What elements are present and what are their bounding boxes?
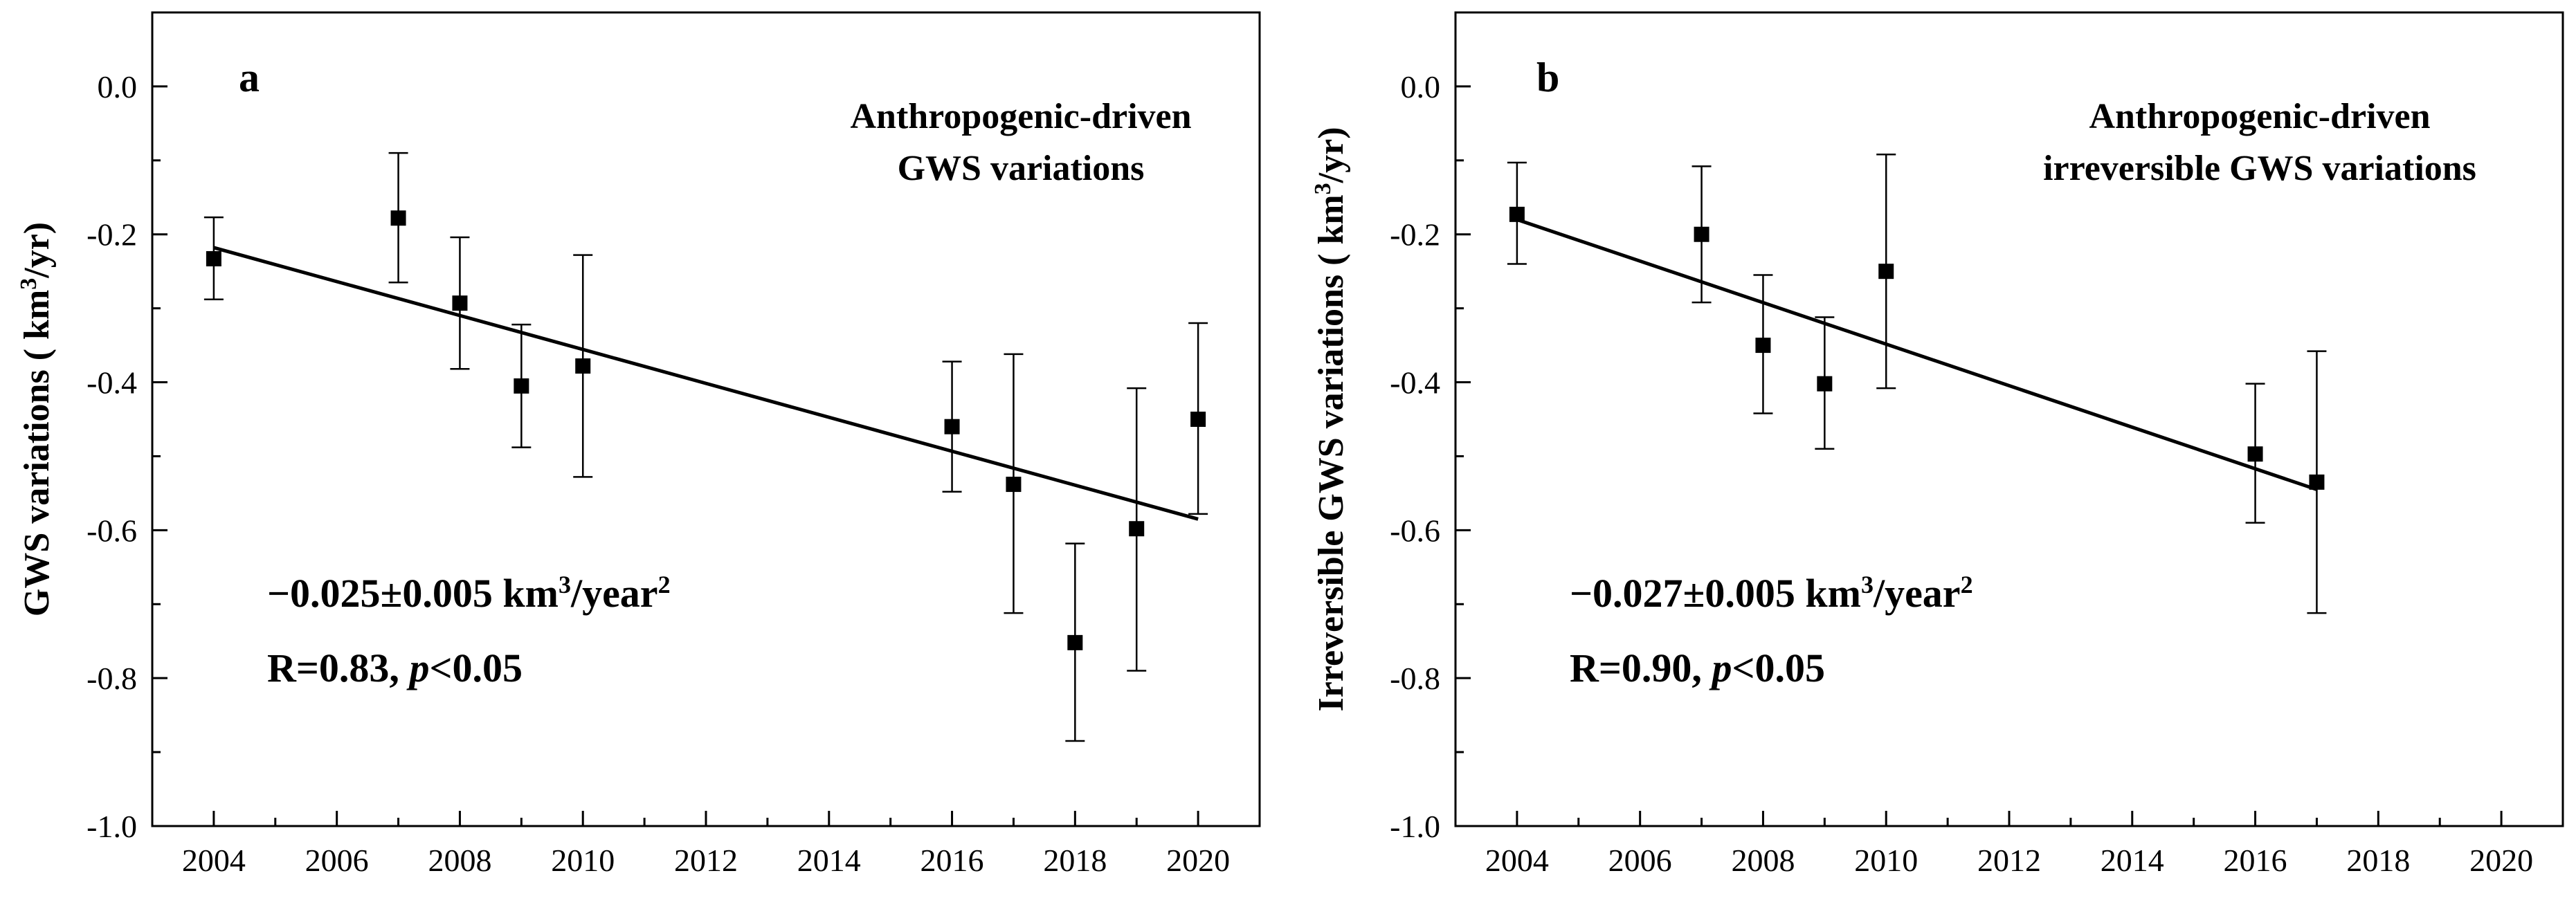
panel-a-data-point xyxy=(514,378,529,394)
panel-b-xtick-label: 2020 xyxy=(2469,843,2533,878)
panel-a-points xyxy=(203,152,1208,742)
panel-a-xtick-label: 2010 xyxy=(551,843,615,878)
panel-b-xtick-label: 2018 xyxy=(2346,843,2410,878)
panel-a-slope-sup1: 3 xyxy=(559,571,571,598)
panel-a-fit xyxy=(213,246,1199,521)
panel-a-slope-mid: /year xyxy=(570,571,658,616)
panel-b-data-point xyxy=(1817,376,1833,392)
panel-a-letter: a xyxy=(239,55,260,100)
panel-b-annotation-line-2: irreversible GWS variations xyxy=(2043,149,2476,188)
panel-b-data-point xyxy=(2247,446,2263,462)
panel-a-r-value: R=0.83, xyxy=(267,645,409,690)
panel-b-ticks: 2004 2006 2008 2010 2012 2014 2016 2018 2020 0.0 -… xyxy=(1390,11,2564,878)
panel-a-xtick-label: 2004 xyxy=(182,843,246,878)
panel-b-ylabel: Irreversible GWS variations ( km3/yr) xyxy=(1310,127,1352,711)
panel-a-xtick-label: 2018 xyxy=(1043,843,1107,878)
panel-b-data-point xyxy=(1509,206,1525,222)
panel-a-ylabel-suffix: /yr) xyxy=(17,222,57,279)
panel-b-slope-sup2: 2 xyxy=(1961,571,1973,598)
panel-a-p-value: <0.05 xyxy=(429,645,523,690)
panel-a-xtick-label: 2012 xyxy=(674,843,738,878)
panel-a-ylabel-prefix: GWS variations ( km xyxy=(17,290,57,616)
panel-b-ytick-label: 0.0 xyxy=(1401,69,1441,104)
panel-a-annotation-line-1: Anthropogenic-driven xyxy=(850,97,1191,136)
panel-a-fit-line xyxy=(213,246,1199,521)
panel-a-data-point xyxy=(1129,521,1145,537)
panel-b-ytick-label: -0.8 xyxy=(1390,661,1440,696)
panel-b-r-text: R=0.90, p<0.05 xyxy=(1570,645,1825,690)
panel-b-p-letter: p xyxy=(1708,645,1732,690)
panel-b-slope-value: −0.027±0.005 km xyxy=(1570,571,1861,616)
panel-b-letter: b xyxy=(1536,55,1559,100)
panel-a-slope-sup2: 2 xyxy=(658,571,671,598)
panel-b-ytick-label: -0.6 xyxy=(1390,513,1440,548)
panel-b-annotation-line-1: Anthropogenic-driven xyxy=(2089,97,2430,136)
panel-a-data-point xyxy=(1067,634,1083,650)
panel-b-p-value: <0.05 xyxy=(1732,645,1825,690)
panel-a-data-point xyxy=(390,210,406,226)
panel-b-ytick-label: -1.0 xyxy=(1390,809,1440,844)
panel-a-ylabel-sup: 3 xyxy=(16,278,42,290)
panel-b-ylabel-sup: 3 xyxy=(1310,183,1336,194)
panel-a-xtick-label: 2020 xyxy=(1166,843,1230,878)
panel-b-fit-line xyxy=(1516,217,2318,491)
panel-b-xtick-label: 2004 xyxy=(1485,843,1549,878)
panel-b-points xyxy=(1507,154,2327,614)
panel-a-p-letter: p xyxy=(406,645,429,690)
panel-a-ytick-label: 0.0 xyxy=(98,69,138,104)
panel-a-data-point xyxy=(575,358,591,374)
panel-a-data-point xyxy=(944,419,960,434)
panel-a-data-point xyxy=(452,295,468,311)
panel-a-ylabel: GWS variations ( km3/yr) xyxy=(16,222,57,616)
panel-b-xtick-label: 2016 xyxy=(2224,843,2287,878)
panel-a-data-point xyxy=(206,251,221,267)
panel-a-ytick-label: -1.0 xyxy=(87,809,137,844)
panel-a-xtick-label: 2016 xyxy=(920,843,984,878)
panel-a-ytick-label: -0.2 xyxy=(87,217,137,253)
panel-a-ytick-label: -0.6 xyxy=(87,513,137,548)
panel-a-ytick-label: -0.8 xyxy=(87,661,137,696)
panel-b-data-point xyxy=(1694,226,1709,242)
panel-b-data-point xyxy=(1755,338,1771,354)
panel-a-annotation-line-2: GWS variations xyxy=(898,149,1145,188)
panel-a-r-text: R=0.83, p<0.05 xyxy=(267,645,523,690)
panel-b-xtick-label: 2014 xyxy=(2101,843,2164,878)
panel-b-slope-text: −0.027±0.005 km3/year2 xyxy=(1570,571,1973,616)
panel-b-xtick-label: 2008 xyxy=(1731,843,1795,878)
panel-b-ytick-label: -0.2 xyxy=(1390,217,1440,253)
panel-b-ytick-label: -0.4 xyxy=(1390,365,1440,401)
panel-a-data-point xyxy=(1190,412,1206,427)
panel-b: 2004 2006 2008 2010 2012 2014 2016 2018 2020 0.0 -… xyxy=(1310,11,2564,878)
panel-a-slope-value: −0.025±0.005 km xyxy=(267,571,559,616)
panel-a-slope-text: −0.025±0.005 km3/year2 xyxy=(267,571,671,616)
panel-b-data-point xyxy=(1878,264,1894,280)
panel-b-slope-sup1: 3 xyxy=(1861,571,1874,598)
panel-a-xtick-label: 2014 xyxy=(797,843,861,878)
panel-a-ytick-label: -0.4 xyxy=(87,365,137,401)
panel-b-xtick-label: 2010 xyxy=(1854,843,1918,878)
panel-b-slope-mid: /year xyxy=(1873,571,1961,616)
panel-b-r-value: R=0.90, xyxy=(1570,645,1712,690)
panel-b-fit xyxy=(1516,217,2318,491)
panel-a-ticks: 2004 2006 2008 2010 2012 2014 2016 2018 2020 0.0 -… xyxy=(87,11,1261,878)
panel-a-xtick-label: 2006 xyxy=(305,843,369,878)
panel-a-data-point xyxy=(1006,477,1022,493)
panel-b-ylabel-suffix: /yr) xyxy=(1312,127,1351,183)
panel-b-data-point xyxy=(2309,474,2325,490)
panel-b-xtick-label: 2006 xyxy=(1608,843,1672,878)
panel-b-ylabel-prefix: Irreversible GWS variations ( km xyxy=(1312,194,1351,711)
panel-a-xtick-label: 2008 xyxy=(428,843,491,878)
panel-b-xtick-label: 2012 xyxy=(1977,843,2041,878)
panel-a: 2004 2006 2008 2010 2012 2014 2016 2018 2020 0.0 -… xyxy=(16,11,1261,878)
